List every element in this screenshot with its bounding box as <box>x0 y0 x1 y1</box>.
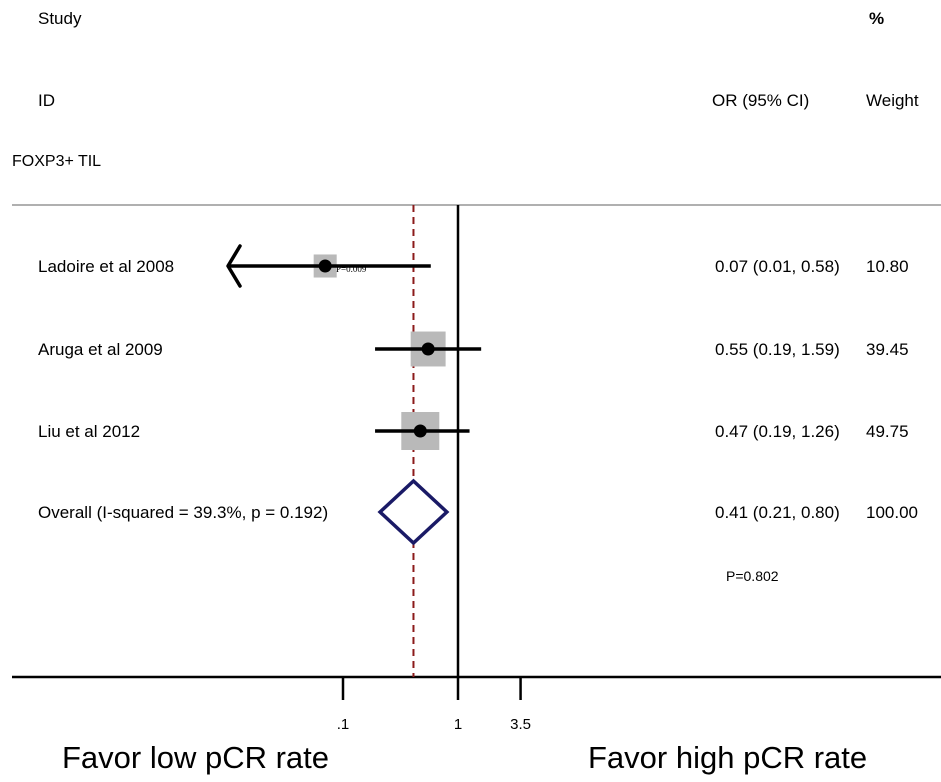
x-tick-label-2: 3.5 <box>510 716 531 733</box>
weight-text-ladoire: 10.80 <box>866 257 909 276</box>
study-point-0 <box>318 259 332 273</box>
percent-header: % <box>869 9 885 28</box>
favor-high-label: Favor high pCR rate <box>588 740 868 775</box>
weight-text-aruga: 39.45 <box>866 340 909 359</box>
overall-label: Overall (I-squared = 39.3%, p = 0.192) <box>38 503 329 522</box>
x-tick-label-1: 1 <box>454 716 462 733</box>
weight-header: Weight <box>866 91 919 110</box>
study-point-2 <box>413 424 427 438</box>
or-ci-header: OR (95% CI) <box>712 91 810 110</box>
ci-text-overall: 0.41 (0.21, 0.80) <box>715 503 840 522</box>
favor-low-label: Favor low pCR rate <box>62 740 330 775</box>
ci-text-ladoire: 0.07 (0.01, 0.58) <box>715 257 840 276</box>
x-tick-label-0: .1 <box>337 716 350 733</box>
study-point-1 <box>421 342 435 356</box>
study-header: Study <box>38 9 82 28</box>
overall-diamond <box>377 478 450 546</box>
subgroup-label: FOXP3+ TIL <box>12 153 102 170</box>
p-value-note: P=0.802 <box>726 568 779 584</box>
weight-text-liu: 49.75 <box>866 422 909 441</box>
study-label-ladoire: Ladoire et al 2008 <box>38 257 175 276</box>
study-label-aruga: Aruga et al 2009 <box>38 340 163 359</box>
id-header: ID <box>38 91 55 110</box>
weight-text-overall: 100.00 <box>866 503 918 522</box>
inline-p-note: P=0.009 <box>336 264 367 274</box>
ci-text-liu: 0.47 (0.19, 1.26) <box>715 422 840 441</box>
ci-text-aruga: 0.55 (0.19, 1.59) <box>715 340 840 359</box>
study-label-liu: Liu et al 2012 <box>38 422 141 441</box>
